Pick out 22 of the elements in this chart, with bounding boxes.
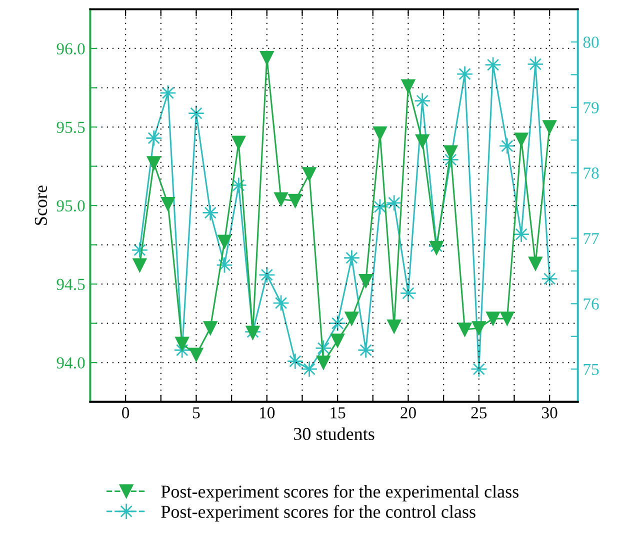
y2-tick-label: 80 — [583, 36, 599, 48]
y2-tick-label: 79 — [584, 102, 599, 114]
y-tick-label: 94.5 — [56, 278, 85, 290]
x-tick-label: 30 — [542, 407, 558, 418]
y2-tick-label: 75 — [584, 364, 599, 376]
y2-tick-label: 77 — [584, 233, 599, 244]
y-tick-label: 96.0 — [56, 43, 85, 55]
y2-tick-label: 78 — [584, 168, 599, 179]
x-tick-label: 0 — [122, 407, 130, 418]
y-tick-label: 94.0 — [56, 357, 85, 369]
x-tick-label: 25 — [471, 407, 487, 418]
y2-tick-label: 76 — [584, 298, 599, 310]
y-tick-label: 95.0 — [56, 200, 85, 212]
legend-label: Post-experiment scores for the experimental class — [161, 484, 518, 502]
x-tick-label: 5 — [193, 407, 200, 418]
y-axis-title: Score — [34, 186, 47, 225]
x-tick-label: 15 — [330, 407, 346, 418]
x-tick-label: 10 — [260, 407, 275, 418]
x-axis-title: 30 students — [294, 427, 374, 440]
x-tick-label: 20 — [400, 407, 416, 418]
legend-label: Post-experiment scores for the control class — [161, 504, 476, 522]
y-tick-label: 95.5 — [56, 122, 85, 134]
